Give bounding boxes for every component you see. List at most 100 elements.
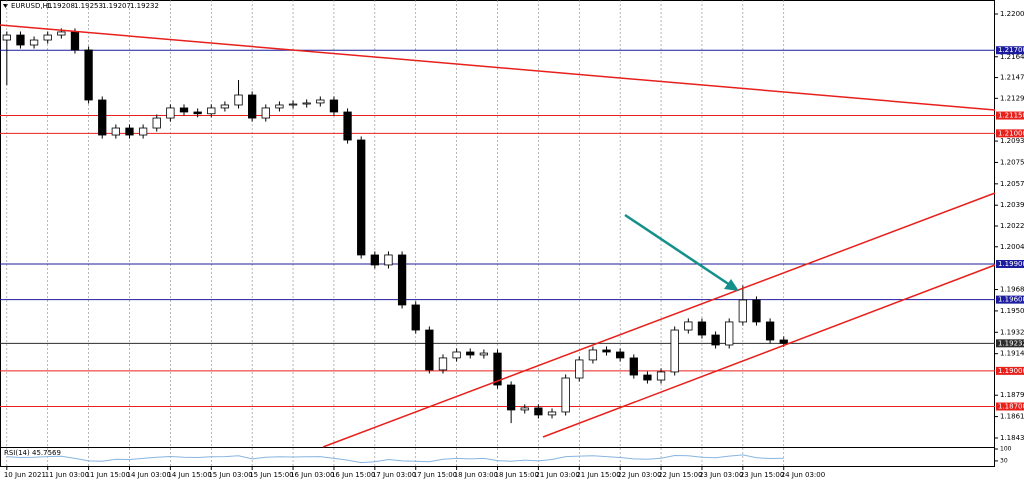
y-tick-label: 1.18795 — [1000, 391, 1024, 399]
candle-body — [234, 94, 243, 106]
candle-body — [506, 384, 516, 411]
x-tick-label: 21 Jun 15:00 — [576, 471, 620, 479]
x-tick-label: 22 Jun 03:00 — [617, 471, 661, 479]
candle-body — [779, 339, 788, 344]
y-tick-label: 1.21470 — [1000, 74, 1024, 82]
y-tick-label: 1.20935 — [1000, 137, 1024, 145]
x-tick-label: 18 Jun 03:00 — [454, 471, 498, 479]
candle-body — [316, 99, 325, 104]
candle-body — [616, 351, 625, 359]
level-label: 1.21700 — [998, 46, 1024, 54]
candle-body — [16, 34, 25, 46]
level-tag — [996, 339, 1024, 348]
candle-body — [643, 374, 652, 381]
rsi-tick-label: 30 — [1000, 457, 1008, 464]
candle-body — [57, 31, 66, 36]
candle-body — [84, 49, 93, 101]
candle-body — [656, 371, 666, 381]
y-tick-label: 1.22005 — [1000, 10, 1024, 18]
y-tick-label: 1.19505 — [1000, 307, 1024, 315]
x-tick-label: 15 Jun 03:00 — [208, 471, 252, 479]
candle-body — [466, 351, 475, 356]
candle-body — [411, 304, 420, 331]
x-tick-label: 15 Jun 15:00 — [249, 471, 293, 479]
candle-body — [343, 111, 352, 141]
y-tick-label: 1.18435 — [1000, 434, 1024, 442]
header-open: 1.19208 — [46, 2, 75, 10]
level-label: 1.21150 — [998, 112, 1024, 120]
channel-lower — [542, 264, 996, 438]
x-tick-label: 16 Jun 15:00 — [331, 471, 375, 479]
candle-body — [561, 377, 570, 413]
y-tick-label: 1.20220 — [1000, 222, 1024, 230]
y-tick-label: 1.20755 — [1000, 158, 1024, 166]
level-label: 1.19900 — [998, 260, 1024, 268]
candle-body — [98, 99, 107, 136]
candle-body — [193, 111, 202, 115]
level-tag — [996, 295, 1024, 304]
level-tag — [996, 111, 1024, 120]
candle-body — [138, 127, 148, 136]
candle-body — [111, 127, 121, 136]
x-tick-label: 18 Jun 15:00 — [495, 471, 539, 479]
candle-body — [711, 334, 720, 346]
y-tick-label: 1.19685 — [1000, 286, 1024, 294]
rsi-tick-label: 100 — [1000, 446, 1012, 453]
candle-body — [275, 104, 284, 109]
x-tick-label: 17 Jun 15:00 — [413, 471, 457, 479]
level-tag — [996, 46, 1024, 55]
candle-body — [2, 34, 11, 41]
chart-title: EURUSD,H1 — [11, 2, 52, 10]
candle-body — [220, 104, 230, 109]
candle-body — [248, 94, 257, 119]
y-tick-label: 1.21295 — [1000, 94, 1024, 102]
x-tick-label: 10 Jun 2021 — [4, 471, 46, 479]
candle-body — [670, 329, 679, 373]
candle-body — [384, 254, 393, 266]
level-label: 1.21000 — [998, 129, 1024, 137]
candle-body — [207, 107, 216, 115]
candle-body — [765, 321, 775, 341]
x-tick-label: 24 Jun 03:00 — [781, 471, 825, 479]
rsi-value: 45.7569 — [32, 449, 61, 457]
level-tag — [996, 259, 1024, 268]
candle-body — [629, 357, 638, 376]
candle-body — [534, 407, 543, 416]
level-label: 1.19000 — [998, 367, 1024, 375]
header-close: 1.19232 — [130, 2, 159, 10]
y-tick-label: 1.20575 — [1000, 180, 1024, 188]
arrow-head — [724, 279, 739, 291]
rsi-label: RSI(14) — [4, 449, 30, 457]
level-tag — [996, 129, 1024, 138]
candle-body — [452, 351, 461, 359]
candle-body — [261, 107, 270, 119]
candle-body — [493, 352, 502, 386]
candle-body — [152, 117, 161, 129]
level-label: 1.19232 — [998, 339, 1024, 347]
level-label: 1.18700 — [998, 403, 1024, 411]
candle-body — [602, 349, 611, 353]
x-tick-label: 11 Jun 03:00 — [45, 471, 89, 479]
trend-line — [0, 24, 996, 111]
candle-body — [302, 102, 311, 105]
y-tick-label: 1.18615 — [1000, 413, 1024, 421]
x-tick-label: 14 Jun 15:00 — [167, 471, 211, 479]
candle-body — [288, 103, 298, 106]
level-tag — [996, 402, 1024, 411]
x-tick-label: 16 Jun 03:00 — [290, 471, 334, 479]
candle-body — [425, 329, 434, 371]
candle-body — [438, 357, 448, 371]
candle-body — [697, 321, 707, 336]
x-tick-label: 14 Jun 03:00 — [126, 471, 170, 479]
header-low: 1.19207 — [102, 2, 131, 10]
candle-body — [725, 321, 734, 346]
y-tick-label: 1.21645 — [1000, 53, 1024, 61]
arrow-shaft — [624, 213, 731, 287]
candle-body — [329, 99, 339, 113]
candle-body — [29, 39, 39, 46]
x-tick-label: 21 Jun 03:00 — [535, 471, 579, 479]
candle-body — [738, 299, 747, 323]
y-tick-label: 1.19145 — [1000, 350, 1024, 358]
